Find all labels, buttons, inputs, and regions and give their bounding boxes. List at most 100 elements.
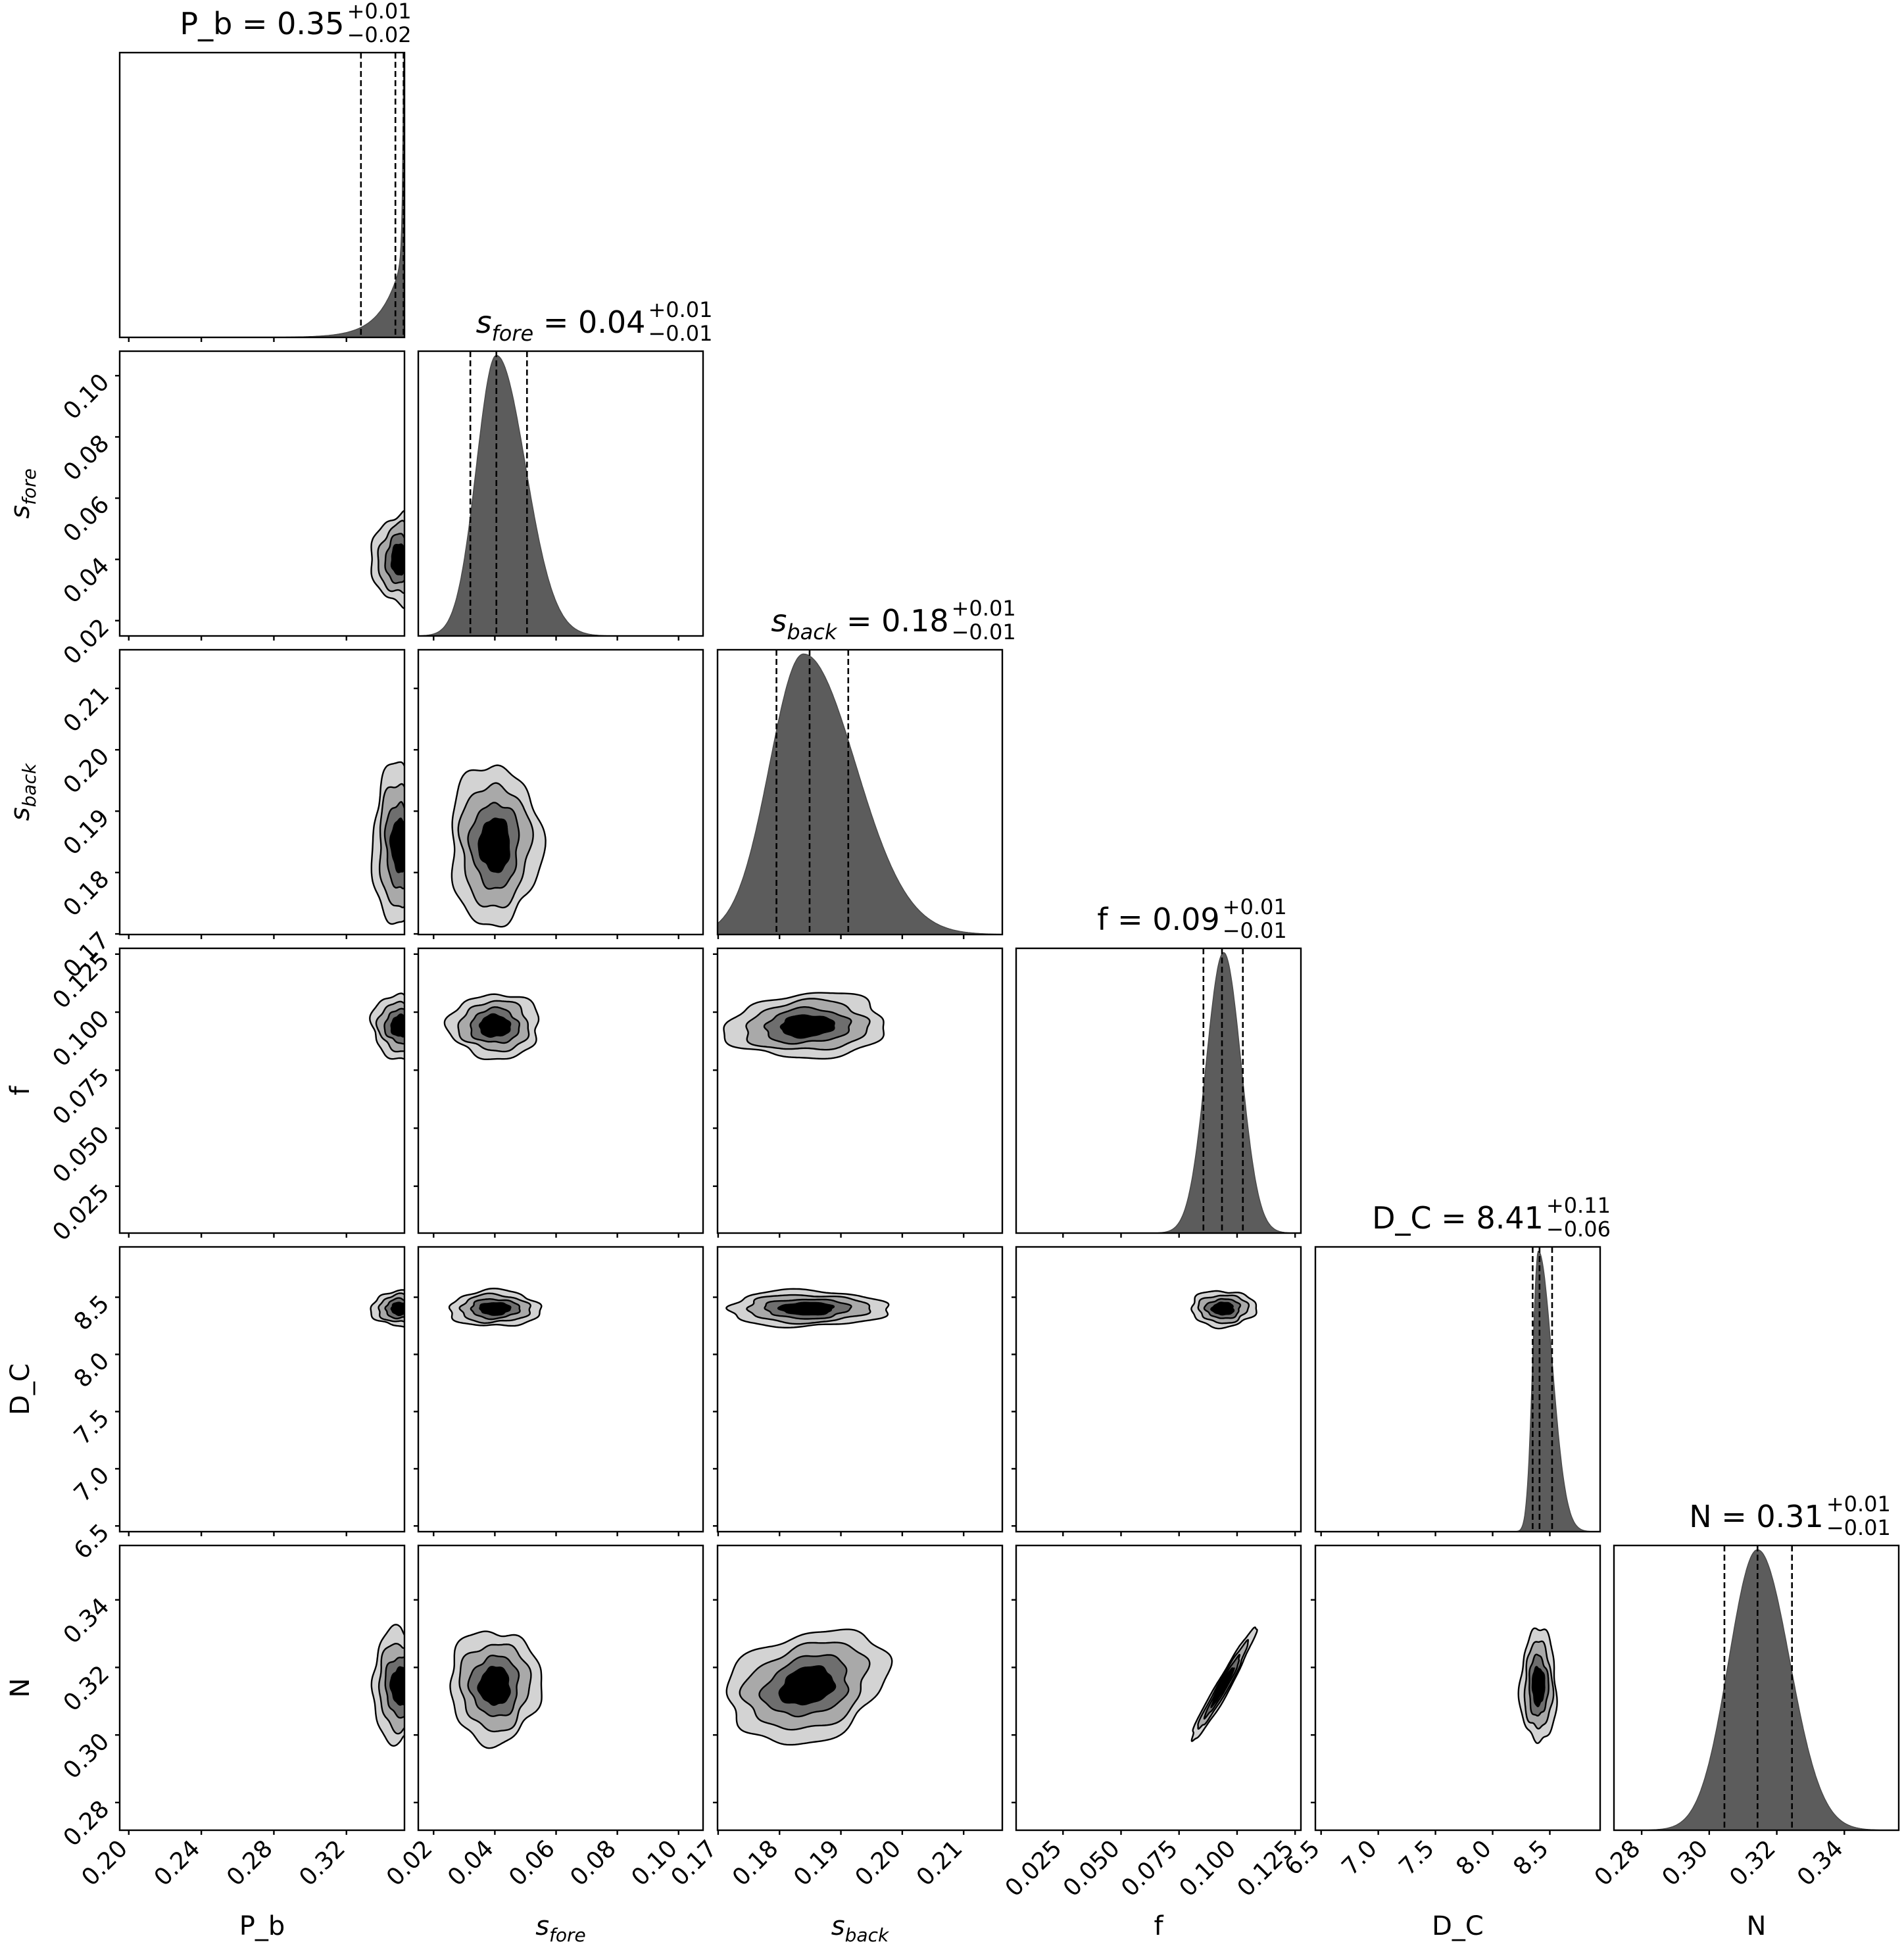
contour-level-4: [390, 543, 404, 576]
x-tick-label: 0.06: [504, 1835, 560, 1891]
y-tick-label: 6.5: [69, 1519, 114, 1565]
x-tick-label: 8.0: [1451, 1835, 1496, 1880]
x-tick-label: 7.0: [1337, 1835, 1382, 1880]
title-s_fore: sfore = 0.04 +0.01−0.01: [476, 297, 713, 346]
y-tick-label: 8.5: [69, 1290, 114, 1336]
panel-frame: [716, 1246, 1004, 1533]
y-axis-label-s_fore: sfore: [5, 468, 40, 519]
y-tick-label: 0.08: [59, 430, 115, 487]
title-plus: +0.01: [1826, 1492, 1891, 1517]
panel-frame: [118, 350, 406, 637]
contour-level-4: [389, 817, 404, 873]
panel-frame: [417, 1246, 704, 1533]
hist-panel-s_back: [716, 648, 1004, 939]
contour-level-4: [390, 1301, 404, 1317]
y-tick-label: 0.06: [59, 491, 115, 548]
title-plus: +0.01: [648, 297, 712, 322]
panel-frame: [417, 648, 704, 936]
contour-panel-P_b-vs-N: 0.20 0.24 0.28 0.320.280.300.320.34: [59, 1544, 406, 1891]
contour-level-4: [479, 1302, 512, 1316]
y-axis-label-s_back: sback: [5, 762, 40, 821]
y-tick-label: 0.025: [47, 1179, 114, 1246]
contour-level-4: [779, 1014, 835, 1039]
panel-frame: [1314, 1544, 1601, 1832]
panel-frame: [118, 1544, 406, 1832]
x-tick-label: 0.075: [1116, 1835, 1183, 1902]
title-text: f = 0.09: [1097, 902, 1219, 937]
panel-frame: [1015, 1246, 1302, 1533]
y-axis-label-f: f: [5, 1086, 36, 1096]
x-tick-label: 0.34: [1792, 1835, 1849, 1891]
x-tick-label: 0.050: [1058, 1835, 1125, 1902]
title-minus: −0.01: [648, 321, 712, 346]
histogram-f: [1016, 952, 1301, 1233]
panel-frame: [716, 947, 1004, 1234]
panel-frame: [1015, 947, 1302, 1234]
y-tick-label: 0.34: [59, 1593, 115, 1649]
y-tick-label: 0.10: [59, 369, 115, 425]
hist-panel-f: [1015, 947, 1302, 1238]
contour-level-4: [477, 817, 510, 873]
hist-panel-N: 0.28 0.30 0.32 0.34: [1590, 1544, 1900, 1891]
x-tick-label: 0.32: [1724, 1835, 1781, 1891]
x-axis-label-P_b: P_b: [239, 1911, 285, 1941]
y-tick-label: 0.19: [59, 804, 115, 861]
hist-panel-P_b: [118, 51, 406, 342]
panel-frame: [417, 350, 704, 637]
contour-level-4: [389, 1666, 404, 1706]
panel-frame: [1314, 1246, 1601, 1533]
x-tick-label: 0.24: [149, 1835, 206, 1891]
y-tick-label: 0.30: [59, 1728, 115, 1785]
x-tick-label: 0.04: [443, 1835, 499, 1891]
contour-panel-f-vs-D_C: [1012, 1246, 1302, 1536]
title-plus: +0.11: [1546, 1193, 1611, 1218]
contour-level-4: [778, 1665, 837, 1706]
title-D_C: D_C = 8.41 +0.11−0.06: [1372, 1193, 1611, 1242]
title-plus: +0.01: [1223, 894, 1287, 919]
panel-frame: [118, 1246, 406, 1533]
contour-panel-P_b-vs-s_back: 0.170.180.190.200.21: [59, 648, 406, 983]
title-minus: −0.01: [952, 620, 1016, 644]
y-axis-label-N: N: [5, 1678, 36, 1698]
y-tick-label: 0.20: [59, 742, 115, 799]
x-tick-label: 0.100: [1174, 1835, 1241, 1902]
x-tick-label: 0.17: [666, 1835, 723, 1891]
x-tick-label: 0.28: [222, 1835, 278, 1891]
contour-panel-s_fore-vs-s_back: [414, 648, 704, 939]
histogram-s_fore: [418, 354, 703, 636]
x-tick-label: 0.28: [1590, 1835, 1646, 1891]
contour-level-4: [478, 1013, 512, 1038]
x-axis-label-s_back: sback: [831, 1911, 890, 1944]
y-tick-label: 0.075: [47, 1063, 114, 1130]
contour-level-4: [1210, 1301, 1235, 1316]
title-f: f = 0.09 +0.01−0.01: [1097, 894, 1286, 943]
hist-panel-s_fore: [417, 350, 704, 641]
x-axis-label-N: N: [1747, 1911, 1767, 1941]
contour-panel-s_back-vs-f: [713, 947, 1004, 1238]
y-tick-label: 0.04: [59, 552, 115, 609]
title-minus: −0.06: [1546, 1217, 1611, 1242]
x-tick-label: 7.5: [1394, 1835, 1439, 1880]
y-tick-label: 0.100: [47, 1005, 114, 1072]
contour-level-4: [477, 1666, 511, 1706]
contour-panel-s_back-vs-D_C: [713, 1246, 1004, 1536]
x-tick-label: 0.18: [727, 1835, 784, 1891]
panel-frame: [1613, 1544, 1900, 1832]
x-tick-label: 0.08: [565, 1835, 622, 1891]
contour-level-4: [1210, 1667, 1235, 1709]
title-s_back: sback = 0.18 +0.01−0.01: [771, 596, 1015, 644]
contour-level-4: [1531, 1666, 1546, 1707]
title-text: sback = 0.18: [771, 603, 948, 644]
histogram-D_C: [1315, 1250, 1600, 1532]
x-axis-label-D_C: D_C: [1432, 1911, 1484, 1941]
contour-panel-D_C-vs-N: 6.5 7.0 7.5 8.0 8.5: [1280, 1544, 1601, 1881]
x-tick-label: 0.02: [381, 1835, 438, 1891]
title-text: D_C = 8.41: [1372, 1200, 1544, 1236]
histogram-s_back: [718, 653, 1002, 935]
contour-panel-P_b-vs-D_C: 6.5 7.0 7.5 8.0 8.5: [69, 1246, 406, 1565]
title-minus: −0.02: [347, 22, 412, 47]
title-text: N = 0.31: [1689, 1499, 1824, 1534]
